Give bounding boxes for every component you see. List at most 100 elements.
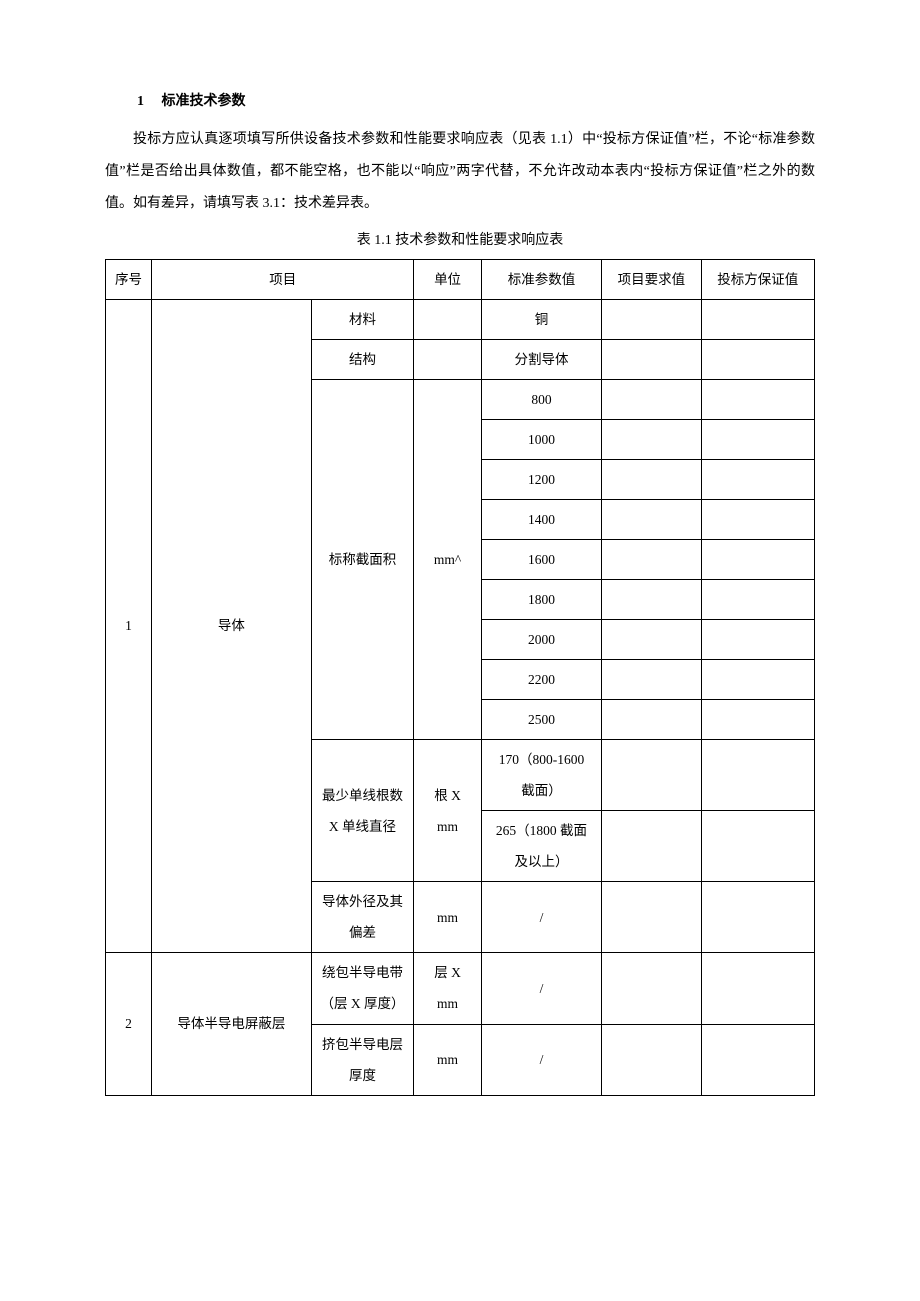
bid-cell[interactable] <box>701 740 815 811</box>
req-cell[interactable] <box>602 953 701 1024</box>
wire-val1a: 170（800-1600 <box>499 752 585 767</box>
para-num1: 1.1 <box>550 132 568 147</box>
table-title: 表 1.1 技术参数和性能要求响应表 <box>105 227 815 255</box>
req-cell[interactable] <box>602 499 701 539</box>
req-cell[interactable] <box>602 740 701 811</box>
unit-cell: mm^ <box>414 379 481 739</box>
bid-cell[interactable] <box>701 379 815 419</box>
std-cell: 1600 <box>481 539 602 579</box>
header-unit: 单位 <box>414 259 481 299</box>
table-header-row: 序号 项目 单位 标准参数值 项目要求值 投标方保证值 <box>106 259 815 299</box>
para-num2: 3.1 <box>263 196 281 211</box>
req-cell[interactable] <box>602 379 701 419</box>
sub-cell: 挤包半导电层 厚度 <box>311 1024 414 1095</box>
std-cell: / <box>481 1024 602 1095</box>
req-cell[interactable] <box>602 1024 701 1095</box>
wire-val1b: 截面） <box>521 783 562 798</box>
sub-cell: 标称截面积 <box>311 379 414 739</box>
req-cell[interactable] <box>602 419 701 459</box>
bid-cell[interactable] <box>701 419 815 459</box>
bid-cell[interactable] <box>701 1024 815 1095</box>
bid-cell[interactable] <box>701 579 815 619</box>
req-cell[interactable] <box>602 619 701 659</box>
std-cell: / <box>481 953 602 1024</box>
unit-cell: mm <box>414 882 481 953</box>
diam-l1: 导体外径及其 <box>322 894 403 909</box>
std-cell: 1400 <box>481 499 602 539</box>
unit-cell <box>414 339 481 379</box>
std-cell: 分割导体 <box>481 339 602 379</box>
unit-cell: 根 X mm <box>414 740 481 882</box>
std-cell: 2000 <box>481 619 602 659</box>
wire-val2a: 265（1800 截面 <box>496 823 587 838</box>
wire-val2b: 及以上） <box>514 854 568 869</box>
section-heading: 1 标准技术参数 <box>137 90 815 110</box>
std-cell: / <box>481 882 602 953</box>
std-cell: 170（800-1600 截面） <box>481 740 602 811</box>
unit-cell: mm <box>414 1024 481 1095</box>
std-cell: 800 <box>481 379 602 419</box>
spec-table: 序号 项目 单位 标准参数值 项目要求值 投标方保证值 1 导体 材料 铜 结构… <box>105 259 815 1096</box>
req-cell[interactable] <box>602 579 701 619</box>
wrap-unit-l1: 层 X <box>434 965 461 980</box>
wrap-l2: （层 X 厚度） <box>320 996 404 1011</box>
table-title-pre: 表 <box>357 233 375 248</box>
bid-cell[interactable] <box>701 619 815 659</box>
para-part1: 投标方应认真逐项填写所供设备技术参数和性能要求响应表（见表 <box>133 132 550 147</box>
wrap-unit-l2: mm <box>437 996 458 1011</box>
req-cell[interactable] <box>602 882 701 953</box>
std-cell: 265（1800 截面 及以上） <box>481 811 602 882</box>
bid-cell[interactable] <box>701 339 815 379</box>
bid-cell[interactable] <box>701 882 815 953</box>
bid-cell[interactable] <box>701 660 815 700</box>
req-cell[interactable] <box>602 811 701 882</box>
bid-cell[interactable] <box>701 499 815 539</box>
bid-cell[interactable] <box>701 539 815 579</box>
sub-cell: 最少单线根数 X 单线直径 <box>311 740 414 882</box>
table-title-post: 技术参数和性能要求响应表 <box>395 233 563 248</box>
table-row: 1 导体 材料 铜 <box>106 299 815 339</box>
req-cell[interactable] <box>602 299 701 339</box>
header-seq: 序号 <box>106 259 152 299</box>
ext-l2: 厚度 <box>349 1068 376 1083</box>
seq-cell: 2 <box>106 953 152 1095</box>
req-cell[interactable] <box>602 660 701 700</box>
header-item: 项目 <box>152 259 414 299</box>
bid-cell[interactable] <box>701 459 815 499</box>
intro-paragraph: 投标方应认真逐项填写所供设备技术参数和性能要求响应表（见表 1.1）中“投标方保… <box>105 124 815 221</box>
req-cell[interactable] <box>602 459 701 499</box>
ext-l1: 挤包半导电层 <box>322 1037 403 1052</box>
sub-cell: 结构 <box>311 339 414 379</box>
std-cell: 1200 <box>481 459 602 499</box>
unit-cell: 层 X mm <box>414 953 481 1024</box>
wire-unit-l1: 根 X <box>434 788 461 803</box>
wire-unit-l2: mm <box>437 819 458 834</box>
std-cell: 2200 <box>481 660 602 700</box>
header-req: 项目要求值 <box>602 259 701 299</box>
bid-cell[interactable] <box>701 811 815 882</box>
table-title-num: 1.1 <box>374 233 395 248</box>
req-cell[interactable] <box>602 539 701 579</box>
heading-text: 标准技术参数 <box>162 94 246 109</box>
wire-label-l1: 最少单线根数 <box>322 788 403 803</box>
table-row: 2 导体半导电屏蔽层 绕包半导电带 （层 X 厚度） 层 X mm / <box>106 953 815 1024</box>
header-bid: 投标方保证值 <box>701 259 815 299</box>
item-cell: 导体半导电屏蔽层 <box>152 953 312 1095</box>
req-cell[interactable] <box>602 339 701 379</box>
bid-cell[interactable] <box>701 299 815 339</box>
wrap-l1: 绕包半导电带 <box>322 965 403 980</box>
wire-label-l2: X 单线直径 <box>329 819 396 834</box>
header-std: 标准参数值 <box>481 259 602 299</box>
bid-cell[interactable] <box>701 700 815 740</box>
std-cell: 铜 <box>481 299 602 339</box>
sub-cell: 导体外径及其 偏差 <box>311 882 414 953</box>
std-cell: 2500 <box>481 700 602 740</box>
std-cell: 1800 <box>481 579 602 619</box>
sub-cell: 材料 <box>311 299 414 339</box>
seq-cell: 1 <box>106 299 152 953</box>
item-cell: 导体 <box>152 299 312 953</box>
std-cell: 1000 <box>481 419 602 459</box>
req-cell[interactable] <box>602 700 701 740</box>
heading-number: 1 <box>137 94 144 109</box>
bid-cell[interactable] <box>701 953 815 1024</box>
